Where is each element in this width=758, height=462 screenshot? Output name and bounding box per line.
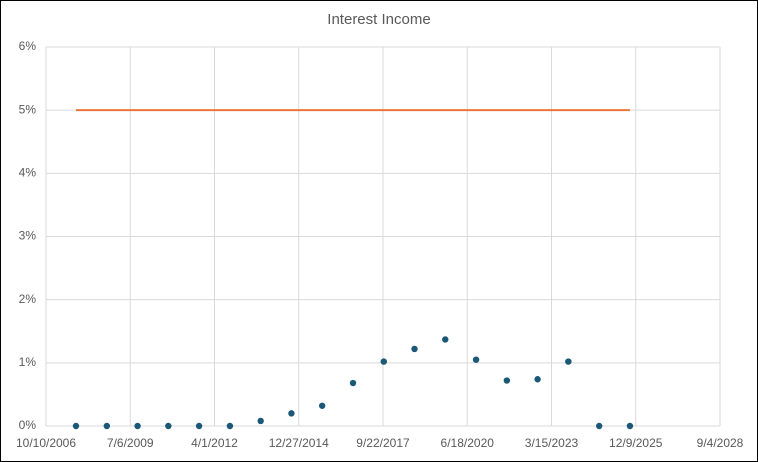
data-point — [72, 422, 80, 430]
data-point — [318, 402, 326, 409]
data-point — [165, 422, 172, 430]
y-tick-label: 6% — [19, 39, 37, 53]
x-tick-label: 9/22/2017 — [356, 436, 410, 450]
data-point — [472, 356, 480, 363]
x-tick-label: 6/18/2020 — [441, 436, 495, 450]
data-point — [288, 410, 295, 417]
data-point — [134, 422, 141, 430]
data-point — [226, 422, 234, 430]
data-point — [503, 377, 511, 384]
y-tick-label: 2% — [19, 292, 37, 306]
data-point — [195, 422, 203, 430]
y-tick-label: 4% — [19, 166, 37, 180]
data-point — [103, 422, 111, 430]
data-point — [349, 379, 357, 387]
y-tick-label: 5% — [19, 102, 37, 116]
x-tick-label: 12/9/2025 — [609, 436, 663, 450]
x-tick-label: 9/4/2028 — [697, 436, 744, 450]
x-tick-label: 3/15/2023 — [525, 436, 579, 450]
data-point — [595, 422, 603, 430]
x-tick-label: 12/27/2014 — [269, 436, 329, 450]
data-point — [626, 422, 634, 430]
x-tick-label: 4/1/2012 — [191, 436, 238, 450]
data-point — [565, 358, 572, 365]
data-point — [411, 345, 418, 353]
data-point — [442, 336, 449, 343]
x-tick-label: 10/10/2006 — [16, 436, 76, 450]
y-tick-label: 3% — [19, 229, 37, 243]
x-tick-label: 7/6/2009 — [107, 436, 154, 450]
data-point — [380, 358, 387, 365]
y-tick-label: 0% — [19, 418, 37, 432]
y-tick-label: 1% — [19, 355, 37, 369]
chart-title: Interest Income — [327, 11, 430, 28]
data-point — [534, 376, 541, 383]
data-point — [257, 417, 264, 425]
